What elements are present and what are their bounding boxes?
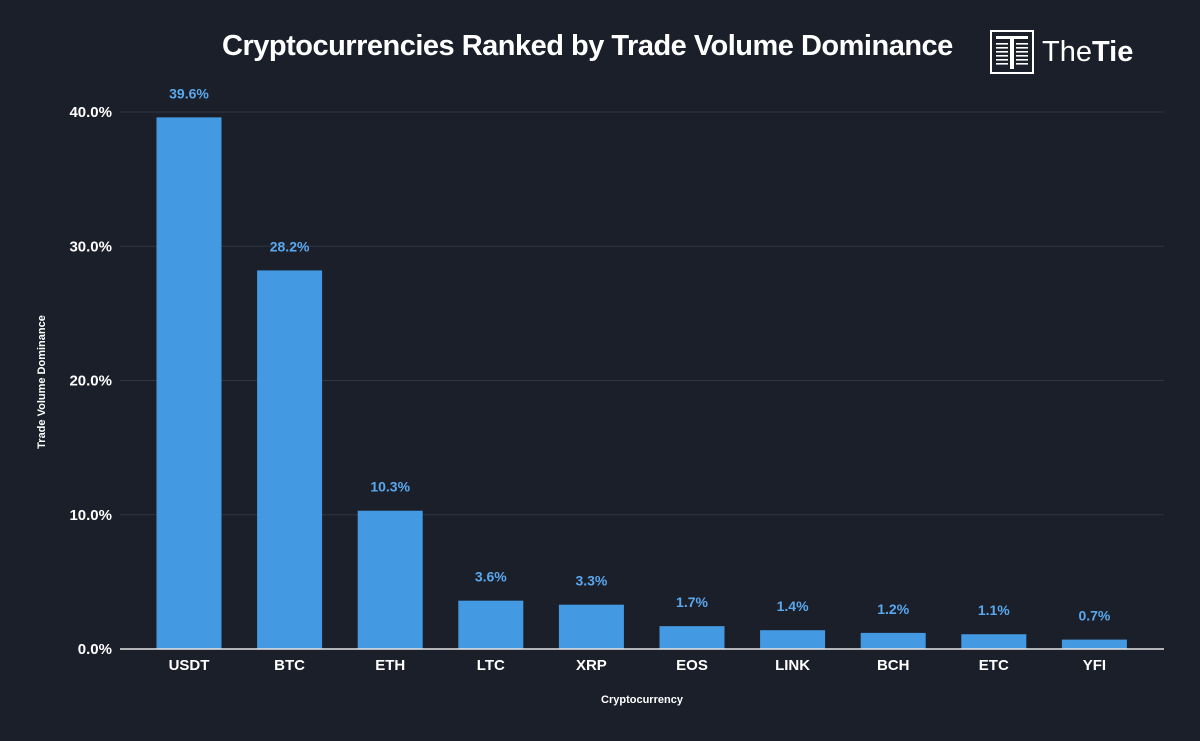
bar-etc [961,634,1027,649]
x-tick-label: USDT [169,657,210,674]
bar-ltc [458,600,524,649]
brand-name: TheTie [1042,36,1133,69]
brand-logo: TheTie [990,30,1133,74]
y-tick-label: 10.0% [69,507,112,524]
brand-name-light: The [1042,35,1092,68]
bars [156,117,1127,650]
bar-btc [257,270,323,649]
data-label: 1.1% [978,602,1010,618]
x-tick-label: LTC [477,657,505,674]
data-label: 10.3% [370,479,410,495]
y-axis-ticks: 0.0% 10.0% 20.0% 30.0% 40.0% [69,104,112,658]
y-tick-label: 40.0% [69,104,112,121]
x-tick-label: ETH [375,657,405,674]
bar-eos [659,626,725,649]
y-axis-title: Trade Volume Dominance [36,315,48,449]
thetie-logo-icon [990,30,1034,74]
x-tick-label: ETC [979,657,1009,674]
x-tick-label: YFI [1083,657,1106,674]
data-label: 28.2% [270,238,310,254]
brand-name-bold: Tie [1091,35,1134,68]
bar-yfi [1061,639,1127,649]
x-tick-label: BCH [877,657,910,674]
x-tick-label: BTC [274,657,305,674]
x-tick-label: LINK [775,657,810,674]
data-label: 3.6% [475,569,507,585]
bar-bch [860,632,926,649]
data-label: 1.7% [676,594,708,610]
y-tick-label: 20.0% [69,373,112,390]
bar-link [760,630,826,649]
data-label: 39.6% [169,85,209,101]
data-label: 3.3% [575,573,607,589]
x-axis-title: Cryptocurrency [601,694,684,706]
x-tick-label: EOS [676,657,708,674]
data-labels: 39.6% 28.2% 10.3% 3.6% 3.3% 1.7% 1.4% 1.2% 1.1% 0… [169,85,1111,623]
x-axis-categories: USDT BTC ETH LTC XRP EOS LINK BCH ETC YFI [169,657,1106,674]
y-tick-label: 0.0% [78,641,112,658]
data-label: 1.4% [777,598,809,614]
data-label: 0.7% [1078,608,1110,624]
bar-usdt [156,117,222,650]
x-tick-label: XRP [576,657,607,674]
y-tick-label: 30.0% [69,238,112,255]
data-label: 1.2% [877,601,909,617]
chart-title: Cryptocurrencies Ranked by Trade Volume … [222,30,953,62]
bar-xrp [558,604,624,649]
bar-eth [357,510,423,649]
